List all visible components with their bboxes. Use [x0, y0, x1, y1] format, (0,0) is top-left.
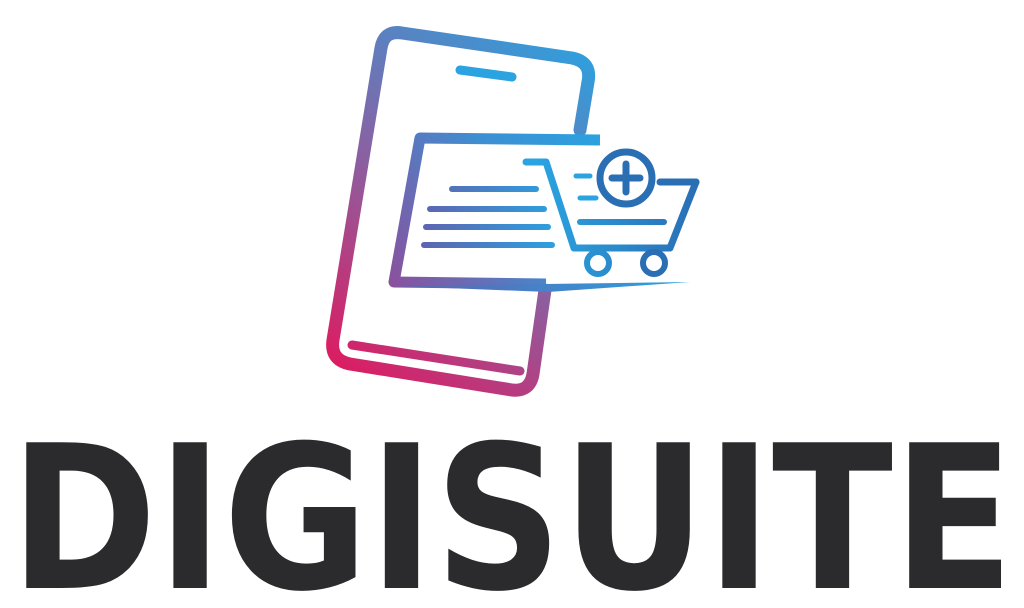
plus-circle-icon [596, 148, 656, 208]
brand-wordmark: DIGISUITE [10, 410, 1014, 608]
logo-mark [326, 26, 700, 397]
smartphone-icon [326, 26, 596, 397]
shopping-cart-icon [522, 158, 700, 277]
brand-name: DIGISUITE [10, 410, 1014, 608]
